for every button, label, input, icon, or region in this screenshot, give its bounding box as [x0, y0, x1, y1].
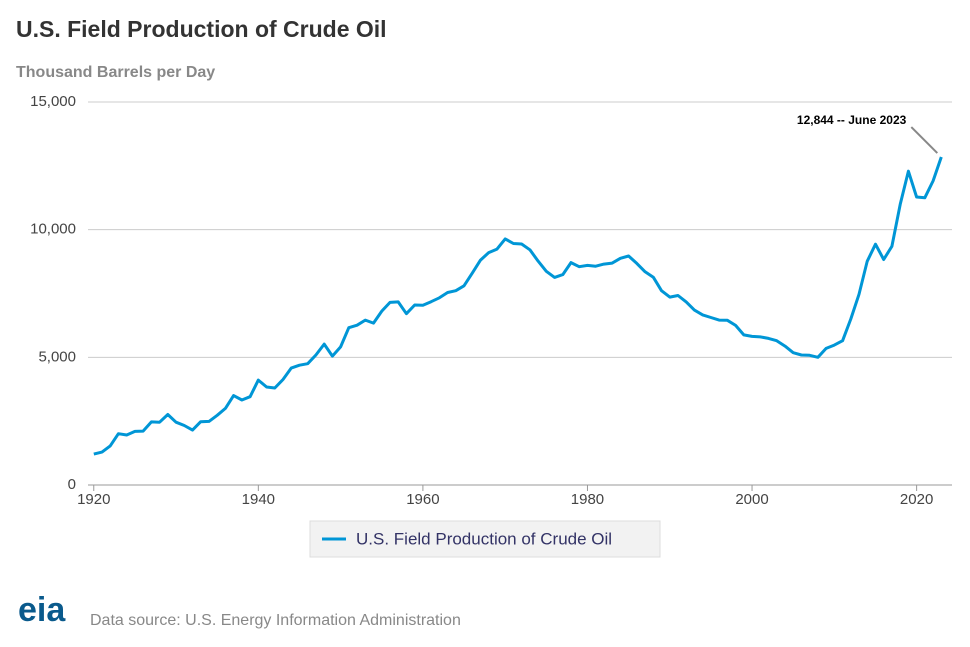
y-tick-label: 5,000: [38, 348, 76, 365]
x-tick-label: 1960: [406, 491, 439, 508]
x-tick-label: 2000: [735, 491, 768, 508]
logo: eia: [18, 591, 66, 629]
annotation: 12,844 -- June 2023: [797, 113, 907, 127]
annotation-leader: [910, 126, 939, 154]
y-tick-label: 10,000: [30, 221, 76, 238]
y-tick-label: 0: [68, 476, 76, 493]
x-tick-label: 1980: [571, 491, 604, 508]
x-tick-label: 2020: [900, 491, 933, 508]
y-tick-label: 15,000: [30, 93, 76, 110]
x-tick-label: 1940: [242, 491, 275, 508]
source-note: Data source: U.S. Energy Information Adm…: [90, 612, 461, 629]
legend-label: U.S. Field Production of Crude Oil: [356, 529, 612, 548]
x-tick-label: 1920: [77, 491, 110, 508]
data-line: [93, 156, 943, 456]
chart-title: U.S. Field Production of Crude Oil: [16, 16, 387, 42]
legend: [309, 520, 661, 558]
y-axis-label: Thousand Barrels per Day: [16, 64, 215, 81]
